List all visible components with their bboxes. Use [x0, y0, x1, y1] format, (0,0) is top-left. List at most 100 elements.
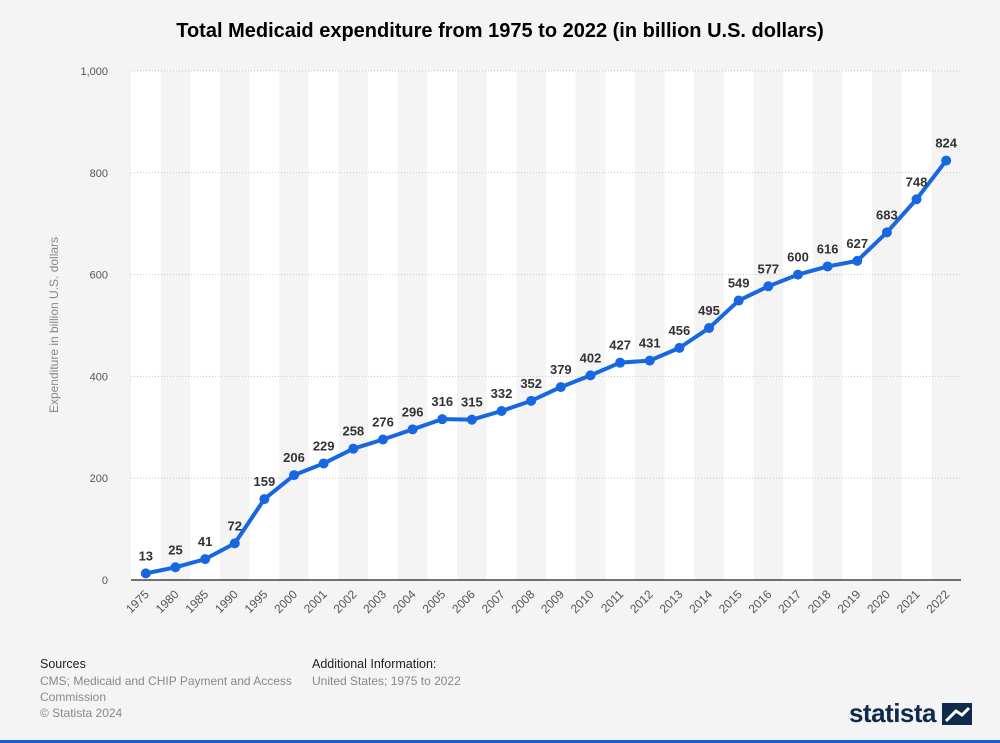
- x-tick-label: 1975: [123, 587, 152, 616]
- data-label: 41: [198, 534, 212, 549]
- data-point: [585, 370, 596, 381]
- data-label: 229: [313, 438, 335, 453]
- x-tick-label: 1985: [182, 587, 211, 616]
- column-band: [842, 71, 873, 580]
- column-band: [605, 71, 635, 580]
- x-tick-label: 2018: [805, 587, 834, 616]
- y-tick-label: 1,000: [80, 66, 108, 78]
- chart-title: Total Medicaid expenditure from 1975 to …: [176, 20, 824, 42]
- data-point: [496, 406, 507, 417]
- data-label: 206: [283, 450, 305, 465]
- x-tick-label: 2002: [331, 587, 360, 616]
- x-tick-label: 1980: [153, 587, 182, 616]
- data-point: [852, 255, 863, 266]
- data-label: 402: [580, 350, 602, 365]
- x-tick-label: 2017: [775, 587, 804, 616]
- data-point: [377, 434, 388, 445]
- data-label: 296: [402, 404, 424, 419]
- data-point: [318, 458, 329, 469]
- data-label: 13: [139, 548, 153, 563]
- data-label: 616: [817, 241, 839, 256]
- x-tick-label: 2000: [271, 587, 300, 616]
- x-tick-label: 2010: [568, 587, 597, 616]
- data-point: [644, 355, 655, 366]
- additional-info-heading: Additional Information:: [312, 657, 437, 671]
- x-tick-label: 2013: [657, 587, 686, 616]
- column-band: [723, 71, 754, 580]
- x-tick-label: 2012: [627, 587, 656, 616]
- column-band: [664, 71, 695, 580]
- x-tick-label: 2004: [390, 587, 419, 616]
- data-point: [615, 357, 626, 368]
- data-label: 379: [550, 362, 572, 377]
- data-point: [526, 395, 537, 406]
- x-tick-label: 2007: [479, 587, 508, 616]
- data-label: 600: [787, 250, 809, 265]
- data-point: [822, 261, 833, 272]
- data-label: 159: [254, 474, 276, 489]
- data-label: 748: [906, 174, 928, 189]
- data-label: 431: [639, 336, 661, 351]
- data-point: [200, 554, 211, 565]
- y-tick-label: 600: [90, 270, 108, 282]
- data-label: 72: [228, 518, 242, 533]
- data-label: 549: [728, 276, 750, 291]
- column-band: [546, 71, 576, 580]
- x-tick-label: 2001: [301, 587, 330, 616]
- data-point: [555, 382, 566, 393]
- additional-info-block: Additional Information: United States; 1…: [312, 656, 612, 689]
- data-label: 315: [461, 395, 483, 410]
- column-band: [368, 71, 398, 580]
- data-label: 352: [520, 376, 542, 391]
- x-tick-label: 2009: [538, 587, 567, 616]
- x-tick-label: 2016: [746, 587, 775, 616]
- data-point: [437, 414, 448, 425]
- data-point: [763, 281, 774, 292]
- data-point: [407, 424, 418, 435]
- data-point: [704, 323, 715, 334]
- data-point: [348, 443, 359, 454]
- x-tick-label: 2011: [598, 587, 626, 615]
- data-point: [229, 538, 240, 549]
- data-label: 683: [876, 207, 898, 222]
- data-point: [140, 568, 151, 579]
- statista-logo-icon: [942, 702, 972, 725]
- data-point: [466, 414, 477, 425]
- additional-info-text: United States; 1975 to 2022: [312, 674, 461, 688]
- y-tick-label: 400: [90, 371, 108, 383]
- sources-line: Commission: [40, 690, 107, 704]
- statista-logo[interactable]: statista: [849, 698, 972, 729]
- data-point: [733, 295, 744, 306]
- line-chart: 0 200 400 600 800 1,000 Expenditure in billion…: [47, 66, 961, 616]
- data-point: [674, 342, 685, 353]
- data-label: 495: [698, 303, 720, 318]
- column-band: [783, 71, 813, 580]
- x-tick-label: 2005: [420, 587, 449, 616]
- x-tick-label: 2021: [894, 587, 923, 616]
- x-tick-label: 2022: [924, 587, 953, 616]
- x-tick-label: 2019: [835, 587, 864, 616]
- column-band: [131, 71, 161, 580]
- column-band: [427, 71, 458, 580]
- data-label: 332: [491, 386, 513, 401]
- data-label: 316: [431, 394, 453, 409]
- data-label: 25: [168, 542, 182, 557]
- column-band: [901, 71, 932, 580]
- x-tick-label: 2020: [864, 587, 893, 616]
- sources-block: Sources CMS; Medicaid and CHIP Payment a…: [40, 656, 305, 721]
- column-band: [190, 71, 220, 580]
- data-label: 276: [372, 415, 394, 430]
- x-tick-label: 2008: [509, 587, 538, 616]
- series-line: [143, 158, 949, 576]
- data-label: 456: [669, 323, 691, 338]
- y-tick-label: 200: [90, 473, 108, 485]
- y-tick-label: 0: [102, 575, 108, 587]
- data-label: 824: [935, 136, 957, 151]
- data-label: 427: [609, 338, 631, 353]
- data-point: [941, 155, 952, 166]
- data-point: [881, 227, 892, 238]
- x-tick-label: 2006: [449, 587, 478, 616]
- sources-line: CMS; Medicaid and CHIP Payment and Acces…: [40, 674, 292, 688]
- data-label: 577: [757, 261, 779, 276]
- data-point: [170, 562, 181, 573]
